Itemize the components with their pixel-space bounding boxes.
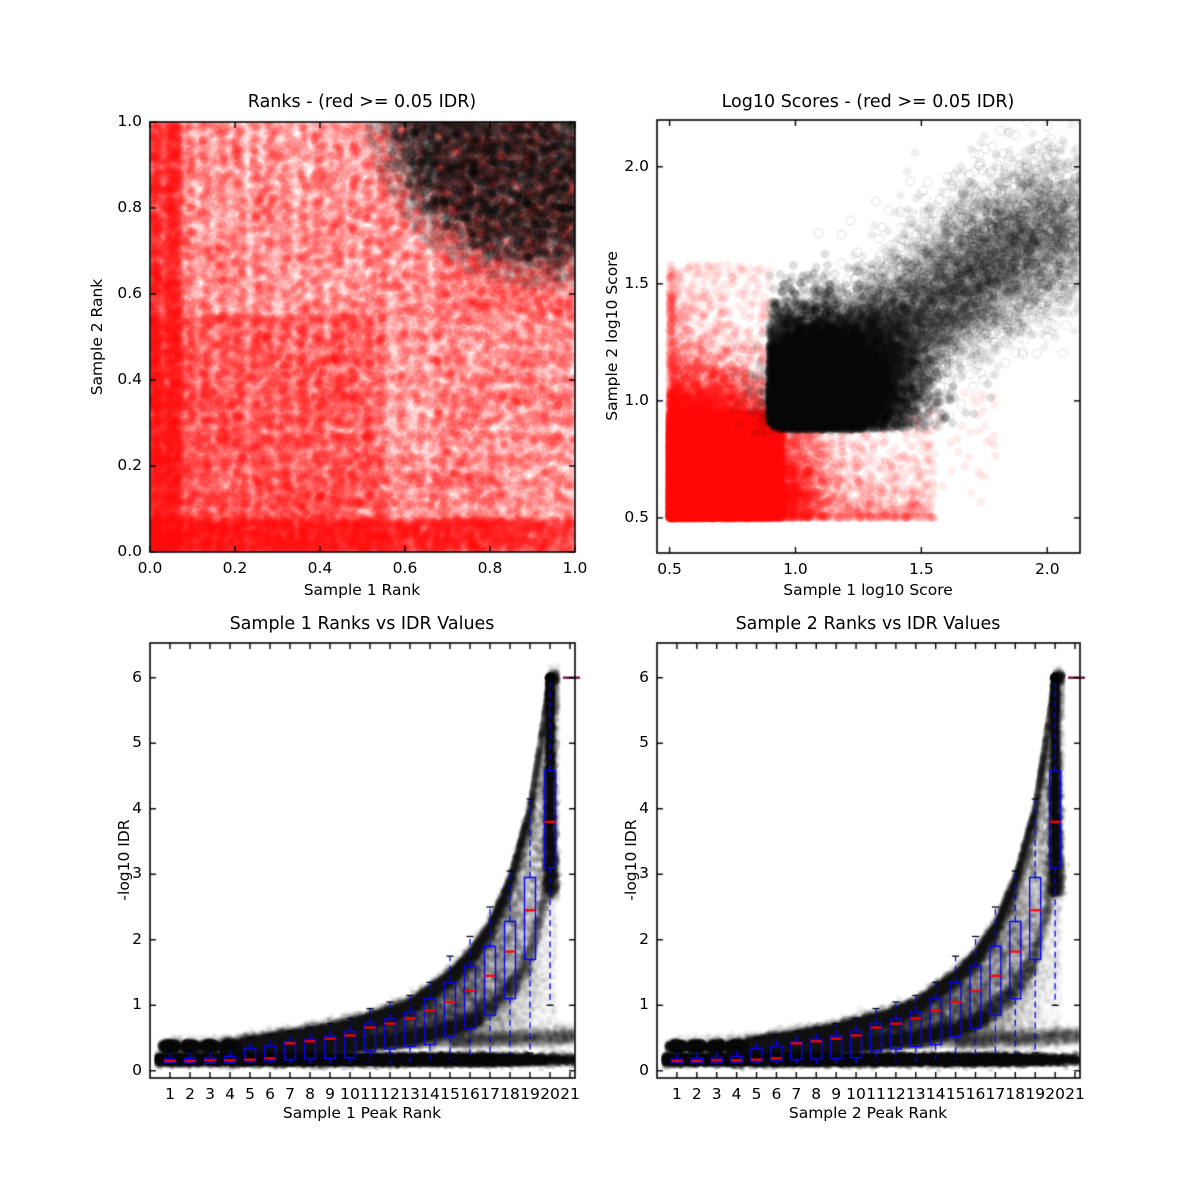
y-tick-label: 4 xyxy=(639,798,649,817)
y-tick-label: 0.5 xyxy=(624,507,649,526)
y-tick-label: 0 xyxy=(132,1060,142,1079)
x-tick-label: 17 xyxy=(480,1085,500,1103)
x-tick-label: 3 xyxy=(711,1085,722,1103)
y-tick-label: 0.2 xyxy=(117,456,142,474)
x-tick-label: 6 xyxy=(771,1085,782,1103)
x-tick-label: 15 xyxy=(440,1085,460,1103)
x-tick-label: 12 xyxy=(885,1085,906,1103)
title-log10-scores: Log10 Scores - (red >= 0.05 IDR) xyxy=(721,92,1015,112)
x-tick-label: 1.0 xyxy=(562,559,588,577)
y-tick-label: 0.0 xyxy=(117,542,142,560)
ylabel-neglog10-idr-left: -log10 IDR xyxy=(115,819,133,901)
x-tick-label: 19 xyxy=(520,1085,540,1103)
x-tick-label: 1.5 xyxy=(909,560,934,578)
x-tick-label: 7 xyxy=(791,1085,802,1103)
x-tick-label: 2 xyxy=(691,1085,702,1103)
y-tick-label: 2.0 xyxy=(624,156,649,175)
x-tick-label: 21 xyxy=(1065,1085,1085,1103)
y-tick-label: 2 xyxy=(132,929,142,948)
x-tick-label: 0.0 xyxy=(137,559,163,577)
y-tick-label: 4 xyxy=(132,798,142,817)
ylabel-neglog10-idr-right: -log10 IDR xyxy=(622,819,640,901)
x-tick-label: 19 xyxy=(1025,1085,1046,1103)
x-tick-label: 2.0 xyxy=(1034,560,1060,578)
x-tick-label: 1 xyxy=(671,1085,682,1103)
y-tick-label: 0 xyxy=(639,1060,649,1079)
xlabel-sample2-peak-rank: Sample 2 Peak Rank xyxy=(788,1104,948,1122)
x-tick-label: 4 xyxy=(225,1085,235,1103)
x-tick-label: 1 xyxy=(165,1085,175,1103)
x-tick-label: 21 xyxy=(560,1085,580,1103)
y-tick-label: 5 xyxy=(639,733,649,752)
x-tick-label: 5 xyxy=(751,1085,762,1103)
x-tick-label: 0.4 xyxy=(307,559,333,577)
y-tick-label: 1.0 xyxy=(117,112,142,130)
y-tick-label: 1.0 xyxy=(624,390,649,409)
y-tick-label: 6 xyxy=(132,667,142,686)
x-tick-label: 12 xyxy=(380,1085,400,1103)
title-ranks-scatter: Ranks - (red >= 0.05 IDR) xyxy=(247,92,477,112)
x-tick-label: 4 xyxy=(731,1085,742,1103)
x-tick-label: 0.6 xyxy=(392,559,418,577)
x-tick-label: 10 xyxy=(340,1085,360,1103)
x-tick-label: 1.0 xyxy=(783,560,808,578)
x-tick-label: 10 xyxy=(846,1085,866,1103)
x-tick-label: 5 xyxy=(245,1085,255,1103)
title-sample2-idr: Sample 2 Ranks vs IDR Values xyxy=(735,614,1001,634)
xlabel-sample1-rank: Sample 1 Rank xyxy=(303,581,421,599)
y-tick-label: 1 xyxy=(639,995,649,1014)
x-tick-label: 20 xyxy=(1045,1085,1065,1103)
x-tick-label: 13 xyxy=(400,1085,420,1103)
x-tick-label: 9 xyxy=(325,1085,335,1103)
x-tick-label: 13 xyxy=(905,1085,926,1103)
y-tick-label: 2 xyxy=(639,929,649,948)
y-tick-label: 6 xyxy=(639,667,649,686)
y-tick-label: 0.6 xyxy=(117,284,142,302)
y-tick-label: 1.5 xyxy=(624,273,649,292)
x-tick-label: 0.5 xyxy=(657,560,682,578)
x-tick-label: 8 xyxy=(811,1085,822,1103)
x-tick-label: 15 xyxy=(945,1085,966,1103)
x-tick-label: 0.2 xyxy=(222,559,248,577)
y-tick-label: 1 xyxy=(132,995,142,1014)
x-tick-label: 7 xyxy=(285,1085,295,1103)
x-tick-label: 18 xyxy=(1005,1085,1026,1103)
x-tick-label: 11 xyxy=(866,1085,886,1103)
x-tick-label: 20 xyxy=(540,1085,560,1103)
x-tick-label: 8 xyxy=(305,1085,315,1103)
x-tick-label: 6 xyxy=(265,1085,275,1103)
y-tick-label: 5 xyxy=(132,733,142,752)
y-tick-label: 0.4 xyxy=(117,370,142,388)
x-tick-label: 14 xyxy=(925,1085,946,1103)
title-sample1-idr: Sample 1 Ranks vs IDR Values xyxy=(229,614,495,634)
x-tick-label: 9 xyxy=(831,1085,842,1103)
x-tick-label: 14 xyxy=(420,1085,440,1103)
y-tick-label: 3 xyxy=(639,864,649,883)
x-tick-label: 2 xyxy=(185,1085,195,1103)
y-tick-label: 3 xyxy=(132,864,142,883)
y-tick-label: 0.8 xyxy=(117,198,142,216)
x-tick-label: 18 xyxy=(500,1085,520,1103)
x-tick-label: 17 xyxy=(985,1085,1006,1103)
xlabel-sample1-log10score: Sample 1 log10 Score xyxy=(783,581,953,599)
x-tick-label: 16 xyxy=(965,1085,986,1103)
x-tick-label: 11 xyxy=(360,1085,380,1103)
xlabel-sample1-peak-rank: Sample 1 Peak Rank xyxy=(282,1104,442,1122)
x-tick-label: 0.8 xyxy=(477,559,503,577)
x-tick-label: 3 xyxy=(205,1085,215,1103)
x-tick-label: 16 xyxy=(460,1085,480,1103)
